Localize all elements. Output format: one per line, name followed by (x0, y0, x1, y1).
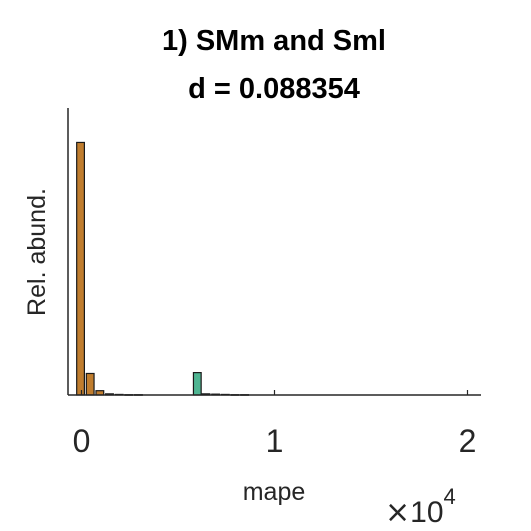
chart-title-line-1: 1) SMm and Sml (162, 25, 386, 57)
y-axis-label: Rel. abund. (23, 188, 51, 316)
histogram-bars (76, 141, 250, 396)
x-tick-label-1: 1 (266, 423, 284, 459)
x-axis-ticks: 0 1 2 (73, 390, 477, 459)
multiplier-base: 10 (410, 496, 443, 529)
chart-title-line-2: d = 0.088354 (188, 73, 360, 105)
x-tick-label-2: 2 (459, 423, 477, 459)
histogram-bar-s1-0 (192, 372, 202, 396)
histogram-bar-s0-0 (76, 141, 86, 396)
multiplier-exponent: 4 (444, 484, 456, 509)
x-axis-label: mape (243, 478, 306, 506)
x-axis-multiplier: ×104 (385, 484, 456, 530)
multiplier-times-sign: × (385, 495, 410, 530)
x-tick-label-0: 0 (73, 423, 91, 459)
histogram-bar-s0-1 (85, 372, 95, 396)
